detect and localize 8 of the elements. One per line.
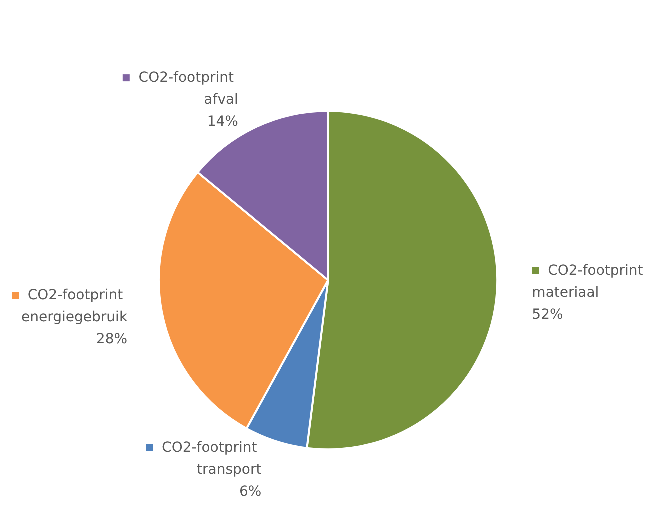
legend-label: CO2-footprint energiegebruik xyxy=(18,288,128,326)
data-label: 6% xyxy=(240,484,262,500)
legend-label: CO2-footprint materiaal xyxy=(532,262,648,301)
data-label: 28% xyxy=(96,332,128,348)
legend-label: CO2-footprint afval xyxy=(130,70,238,108)
data-label: 14% xyxy=(207,114,238,130)
legend-label: CO2-footprint transport xyxy=(153,440,262,478)
data-label: 52% xyxy=(532,306,564,323)
